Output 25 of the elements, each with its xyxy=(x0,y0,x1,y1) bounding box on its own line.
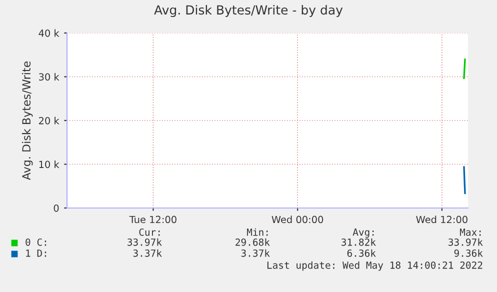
text: 3.37k xyxy=(241,249,270,257)
text: 9.36k xyxy=(454,249,483,257)
text: 3.37k xyxy=(133,249,162,257)
legend-label: 1 D: xyxy=(26,250,46,257)
y-tick-label: 30 k xyxy=(39,73,60,81)
y-axis-title: Avg. Disk Bytes/Write xyxy=(22,61,33,180)
text: 6.36k xyxy=(347,249,376,257)
y-tick-label: 0 xyxy=(54,204,59,212)
text: Cur: xyxy=(139,228,160,236)
x-tick-label: Tue 12:00 xyxy=(129,216,176,224)
x-tick-label: Wed 12:00 xyxy=(416,216,468,224)
text: Min: xyxy=(246,228,268,236)
y-tick-label: 40 k xyxy=(38,29,60,37)
text: Last update: Wed May 18 14:00:21 2022 xyxy=(267,261,482,271)
y-tick-label: 20 k xyxy=(38,116,60,124)
text: 33.97k xyxy=(128,238,162,246)
y-tick-label: 10 k xyxy=(39,160,60,168)
text: 29.68k xyxy=(236,238,270,246)
text: Avg: xyxy=(352,228,374,238)
x-tick-label: Wed 00:00 xyxy=(272,216,324,224)
chart-title: Avg. Disk Bytes/Write - by day xyxy=(154,4,343,18)
legend-label: 0 C: xyxy=(26,238,46,246)
text: 31.82k xyxy=(342,238,376,246)
text: 33.97k xyxy=(448,238,483,246)
text: Max: xyxy=(460,228,481,236)
